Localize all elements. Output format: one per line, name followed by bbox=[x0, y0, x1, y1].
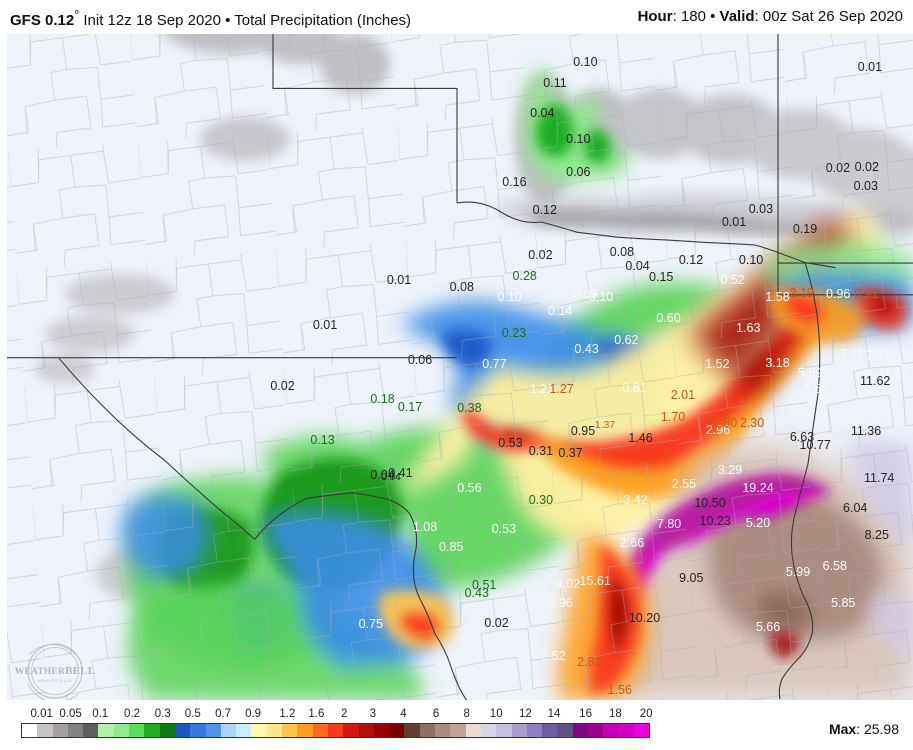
svg-text:WEATHERBELL: WEATHERBELL bbox=[15, 665, 95, 677]
svg-text:ANALYTICS LLC: ANALYTICS LLC bbox=[37, 678, 73, 683]
